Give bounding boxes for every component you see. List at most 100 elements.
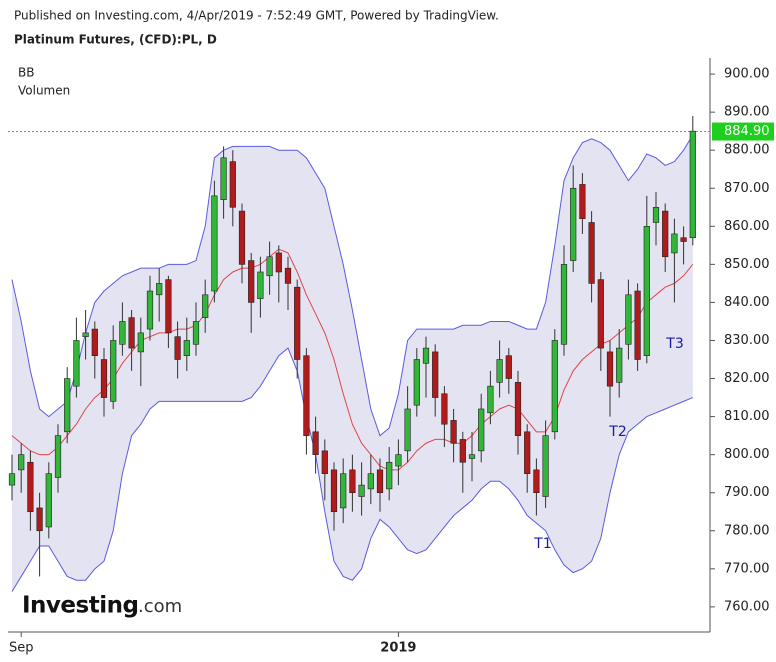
candle-body (349, 469, 356, 494)
annotation: T2 (608, 424, 626, 440)
candle-body (183, 340, 190, 357)
candle-body (174, 336, 181, 360)
candle-body (459, 439, 466, 463)
candle-body (303, 355, 310, 436)
candle-body (238, 210, 246, 265)
candle-body (514, 382, 522, 436)
candle-body (570, 187, 577, 261)
candle-body (100, 359, 108, 398)
middle-band (11, 248, 694, 471)
y-tick-label: 780.00 (724, 523, 770, 538)
y-tick-label: 770.00 (724, 561, 770, 576)
candle-body (211, 195, 218, 292)
candle-body (312, 431, 319, 455)
candle-body (321, 450, 328, 474)
candle-body (689, 130, 696, 239)
candle-body (422, 347, 430, 364)
band-fill (12, 134, 693, 592)
candle-body (358, 484, 365, 497)
y-tick-label: 860.00 (724, 219, 770, 234)
candle-body (220, 157, 227, 200)
candle-body (634, 290, 641, 360)
candle-body (367, 473, 374, 490)
y-tick-label: 820.00 (724, 371, 770, 386)
candle-body (597, 279, 604, 349)
y-tick-label: 810.00 (724, 409, 770, 424)
candle-body (156, 283, 163, 296)
candle-body (662, 210, 669, 258)
candle-body (551, 340, 558, 433)
candle-body (340, 473, 347, 509)
candle-body (413, 359, 420, 406)
candle-body (284, 267, 292, 284)
candle-body (18, 454, 25, 471)
candle-body (625, 294, 632, 345)
candle-body (643, 226, 650, 357)
candle-body (441, 393, 448, 425)
y-tick-label: 890.00 (724, 105, 770, 120)
y-tick-label: 760.00 (724, 599, 770, 614)
logo-suffix: .com (138, 596, 182, 617)
upper-band (11, 134, 694, 437)
candle-body (27, 461, 34, 513)
x-tick-label: Sep (9, 641, 34, 656)
candle-body (294, 286, 301, 360)
y-tick-label: 790.00 (724, 485, 770, 500)
y-tick-label: 830.00 (724, 333, 770, 348)
candle-body (468, 454, 476, 459)
x-tick-label: 2019 (380, 641, 416, 656)
candle-body (275, 252, 282, 273)
candle-body (192, 321, 200, 345)
candle-body (119, 321, 126, 345)
logo-brand: Investing (22, 593, 138, 619)
candle-body (579, 184, 586, 219)
annotation: T3 (665, 336, 683, 352)
candle-body (524, 431, 531, 474)
candle-body (202, 294, 209, 318)
candle-body (248, 260, 255, 303)
y-tick-label: 800.00 (724, 447, 770, 462)
candle-body (91, 328, 98, 357)
y-tick-label: 840.00 (724, 295, 770, 310)
candle-body (505, 355, 512, 379)
symbol-title: Platinum Futures, (CFD):PL, D (14, 33, 217, 47)
published-note: Published on Investing.com, 4/Apr/2019 -… (14, 9, 499, 23)
candle-body (542, 435, 549, 497)
plot-area (8, 115, 710, 592)
candle-body (671, 233, 678, 254)
candle-body (137, 332, 144, 353)
last-price-label: 884.90 (724, 124, 770, 139)
candle-body (395, 454, 402, 467)
candle-body (165, 279, 172, 334)
candle-body (652, 206, 660, 223)
annotation: T1 (533, 536, 551, 552)
candle-body (478, 408, 485, 452)
y-tick-label: 880.00 (724, 143, 770, 158)
candle-body (330, 469, 338, 513)
candle-body (36, 507, 43, 532)
candle-body (229, 161, 236, 208)
candle-body (680, 237, 687, 242)
last-price-tag (712, 122, 774, 141)
candle-body (560, 264, 568, 345)
candle-body (386, 461, 393, 490)
candle-body (496, 359, 503, 383)
candle-body (606, 351, 614, 387)
y-tick-label: 900.00 (724, 67, 770, 82)
candle-body (376, 469, 384, 494)
candle-body (404, 408, 411, 452)
y-tick-label: 850.00 (724, 257, 770, 272)
candle-body (110, 340, 117, 402)
legend-entry: BB (18, 66, 34, 80)
candle-body (616, 347, 623, 383)
candle-body (588, 222, 595, 284)
candle-body (128, 317, 135, 349)
candle-body (64, 378, 71, 433)
candle-body (54, 435, 62, 478)
legend-entry: Volumen (18, 84, 70, 98)
candle-body (487, 385, 494, 414)
candle-body (432, 351, 439, 398)
y-tick-label: 870.00 (724, 181, 770, 196)
candle-body (73, 340, 80, 387)
